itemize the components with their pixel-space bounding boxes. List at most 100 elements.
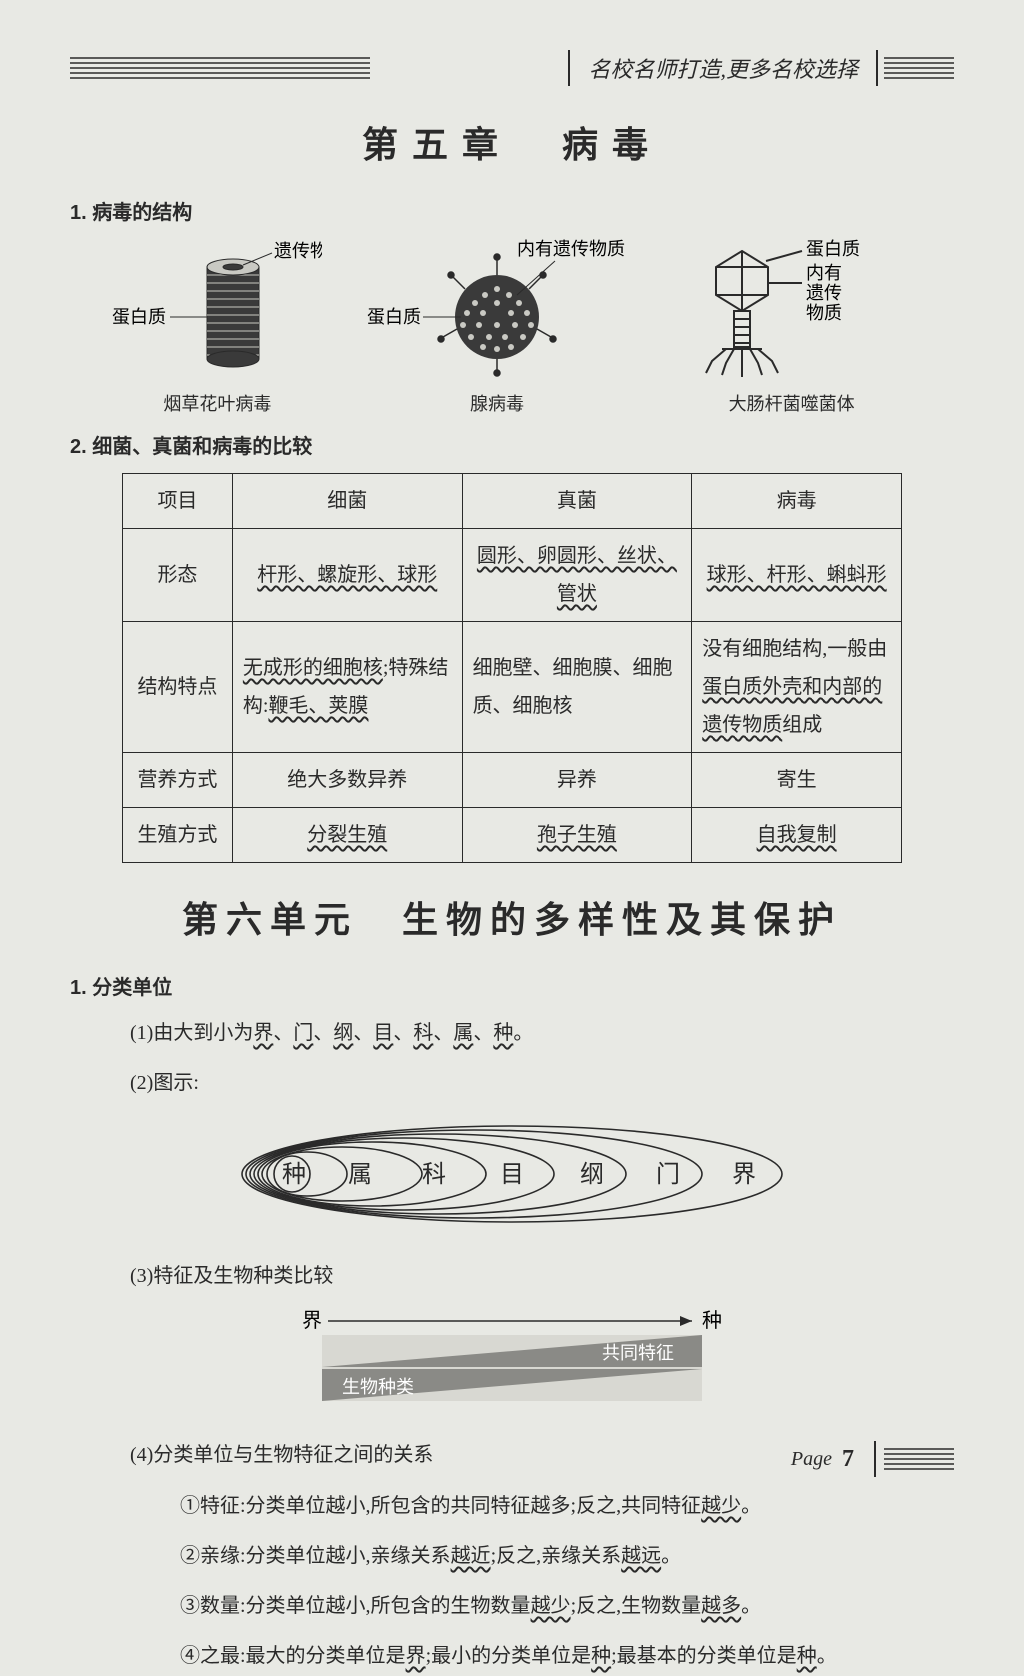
ellipse-label: 门: [656, 1161, 680, 1188]
table-cell: 绝大多数异养: [232, 753, 462, 808]
table-row: 结构特点 无成形的细胞核;特殊结构:鞭毛、荚膜 细胞壁、细胞膜、细胞质、细胞核 …: [123, 622, 902, 753]
ellipse-label: 纲: [580, 1161, 604, 1188]
header-rule-left: [70, 55, 370, 81]
phage-diagram: 蛋白质 内有 遗传 物质: [672, 239, 912, 379]
virus-phage: 蛋白质 内有 遗传 物质 大肠杆菌噬菌体: [672, 239, 912, 416]
table-cell: 无成形的细胞核;特殊结构:鞭毛、荚膜: [232, 622, 462, 753]
item-1: (1)由大到小为界、门、纲、目、科、属、种。: [130, 1014, 954, 1052]
text: ;最基本的分类单位是: [611, 1645, 797, 1667]
adeno-caption: 腺病毒: [367, 390, 627, 416]
virus-tmv: 遗传物质 蛋白质 烟草花叶病毒: [112, 239, 322, 416]
footer-divider: [874, 1441, 876, 1477]
table-cell: 自我复制: [692, 808, 902, 863]
wedge-upper-text: 共同特征: [602, 1343, 674, 1363]
wavy-text: 孢子生殖: [537, 824, 617, 846]
item1-suffix: 。: [513, 1022, 533, 1044]
wavy-text: 越多: [701, 1595, 741, 1617]
table-cell: 寄生: [692, 753, 902, 808]
wavy-text: 蛋白质外壳和内部的遗传物质: [702, 676, 882, 736]
table-cell: 杆形、螺旋形、球形: [232, 529, 462, 622]
subitem-1: ①特征:分类单位越小,所包含的共同特征越多;反之,共同特征越少。: [180, 1486, 954, 1526]
phage-label-l2: 遗传: [806, 283, 842, 303]
tmv-caption: 烟草花叶病毒: [112, 390, 322, 416]
wavy-text: 杆形、螺旋形、球形: [257, 564, 437, 586]
ellipse-label: 属: [348, 1162, 372, 1188]
wavy-text: 越少: [701, 1495, 741, 1517]
text: 。: [741, 1495, 761, 1517]
wavy-text: 界: [406, 1645, 426, 1667]
text: ;最小的分类单位是: [426, 1645, 592, 1667]
text: 。: [741, 1595, 761, 1617]
wavy-text: 种: [797, 1645, 817, 1667]
text: ①特征:分类单位越小,所包含的共同特征越多;反之,共同特征: [180, 1495, 701, 1517]
footer-page-label: Page: [791, 1448, 832, 1471]
tmv-label-protein: 蛋白质: [112, 307, 166, 327]
adeno-label-protein: 蛋白质: [367, 307, 421, 327]
table-cell: 形态: [123, 529, 233, 622]
level: 种: [493, 1022, 513, 1044]
adeno-label-inner: 内有遗传物质: [517, 239, 625, 259]
wavy-text: 越近: [451, 1545, 491, 1567]
unit-title: 第六单元 生物的多样性及其保护: [70, 891, 954, 943]
table-row: 形态 杆形、螺旋形、球形 圆形、卵圆形、丝状、管状 球形、杆形、蝌蚪形: [123, 529, 902, 622]
table-row: 营养方式 绝大多数异养 异养 寄生: [123, 753, 902, 808]
wavy-text: 自我复制: [757, 824, 837, 846]
wavy-text: 种: [591, 1645, 611, 1667]
text: ;反之,生物数量: [571, 1595, 702, 1617]
wedge-diagram: 界 种 共同特征 生物种类: [70, 1307, 954, 1422]
header-tagline: 名校名师打造,更多名校选择: [576, 52, 870, 84]
item-2-label: (2)图示:: [130, 1064, 954, 1102]
table-cell: 分裂生殖: [232, 808, 462, 863]
ellipse-label: 界: [732, 1162, 756, 1188]
subitem-2: ②亲缘:分类单位越小,亲缘关系越近;反之,亲缘关系越远。: [180, 1536, 954, 1576]
phage-caption: 大肠杆菌噬菌体: [672, 390, 912, 416]
section1-heading: 1. 病毒的结构: [70, 196, 954, 225]
wavy-text: 鞭毛、荚膜: [268, 695, 368, 717]
phage-label-l3: 物质: [806, 303, 842, 323]
level: 科: [413, 1022, 433, 1044]
table-cell: 营养方式: [123, 753, 233, 808]
wedge-left-label: 界: [302, 1310, 322, 1332]
table-header-row: 项目 细菌 真菌 病毒: [123, 474, 902, 529]
phage-label-protein: 蛋白质: [806, 239, 860, 259]
page-footer: Page 7: [791, 1441, 954, 1477]
ellipse-label: 科: [422, 1161, 446, 1188]
level: 目: [373, 1022, 393, 1044]
tmv-label-genetic: 遗传物质: [274, 241, 322, 261]
level: 界: [253, 1022, 273, 1044]
level: 属: [453, 1022, 473, 1044]
header-divider: [568, 50, 570, 86]
text: ;反之,亲缘关系: [491, 1545, 622, 1567]
item-3-label: (3)特征及生物种类比较: [130, 1257, 954, 1295]
virus-adeno: 内有遗传物质 蛋白质 腺病毒: [367, 239, 627, 416]
table-cell: 球形、杆形、蝌蚪形: [692, 529, 902, 622]
virus-diagrams: 遗传物质 蛋白质 烟草花叶病毒: [90, 239, 934, 416]
table-header: 细菌: [232, 474, 462, 529]
wavy-text: 无成形的细胞核: [243, 657, 383, 679]
ellipse-label: 目: [500, 1162, 524, 1188]
footer-rule: [884, 1446, 954, 1472]
text: 。: [661, 1545, 681, 1567]
table-header: 病毒: [692, 474, 902, 529]
table-header: 真菌: [462, 474, 692, 529]
section3-heading: 1. 分类单位: [70, 971, 954, 1000]
section2-heading: 2. 细菌、真菌和病毒的比较: [70, 430, 954, 459]
table-cell: 结构特点: [123, 622, 233, 753]
comparison-table: 项目 细菌 真菌 病毒 形态 杆形、螺旋形、球形 圆形、卵圆形、丝状、管状 球形…: [122, 473, 902, 863]
footer-page-number: 7: [842, 1446, 854, 1473]
text: ②亲缘:分类单位越小,亲缘关系: [180, 1545, 451, 1567]
header-rule-right: [884, 55, 954, 81]
text: 。: [817, 1645, 837, 1667]
table-row: 生殖方式 分裂生殖 孢子生殖 自我复制: [123, 808, 902, 863]
nested-ellipse-diagram: 种 属 科 目 纲 门 界: [70, 1114, 954, 1239]
adeno-diagram: 内有遗传物质 蛋白质: [367, 239, 627, 379]
subitem-4: ④之最:最大的分类单位是界;最小的分类单位是种;最基本的分类单位是种。: [180, 1636, 954, 1676]
chapter-title: 第五章 病毒: [70, 116, 954, 168]
phage-label-l1: 内有: [806, 263, 842, 283]
wavy-text: 越远: [621, 1545, 661, 1567]
ellipse-label: 种: [282, 1161, 306, 1188]
wedge-lower-text: 生物种类: [342, 1377, 414, 1397]
item1-prefix: (1)由大到小为: [130, 1022, 253, 1044]
wavy-text: 分裂生殖: [307, 824, 387, 846]
table-cell: 圆形、卵圆形、丝状、管状: [462, 529, 692, 622]
